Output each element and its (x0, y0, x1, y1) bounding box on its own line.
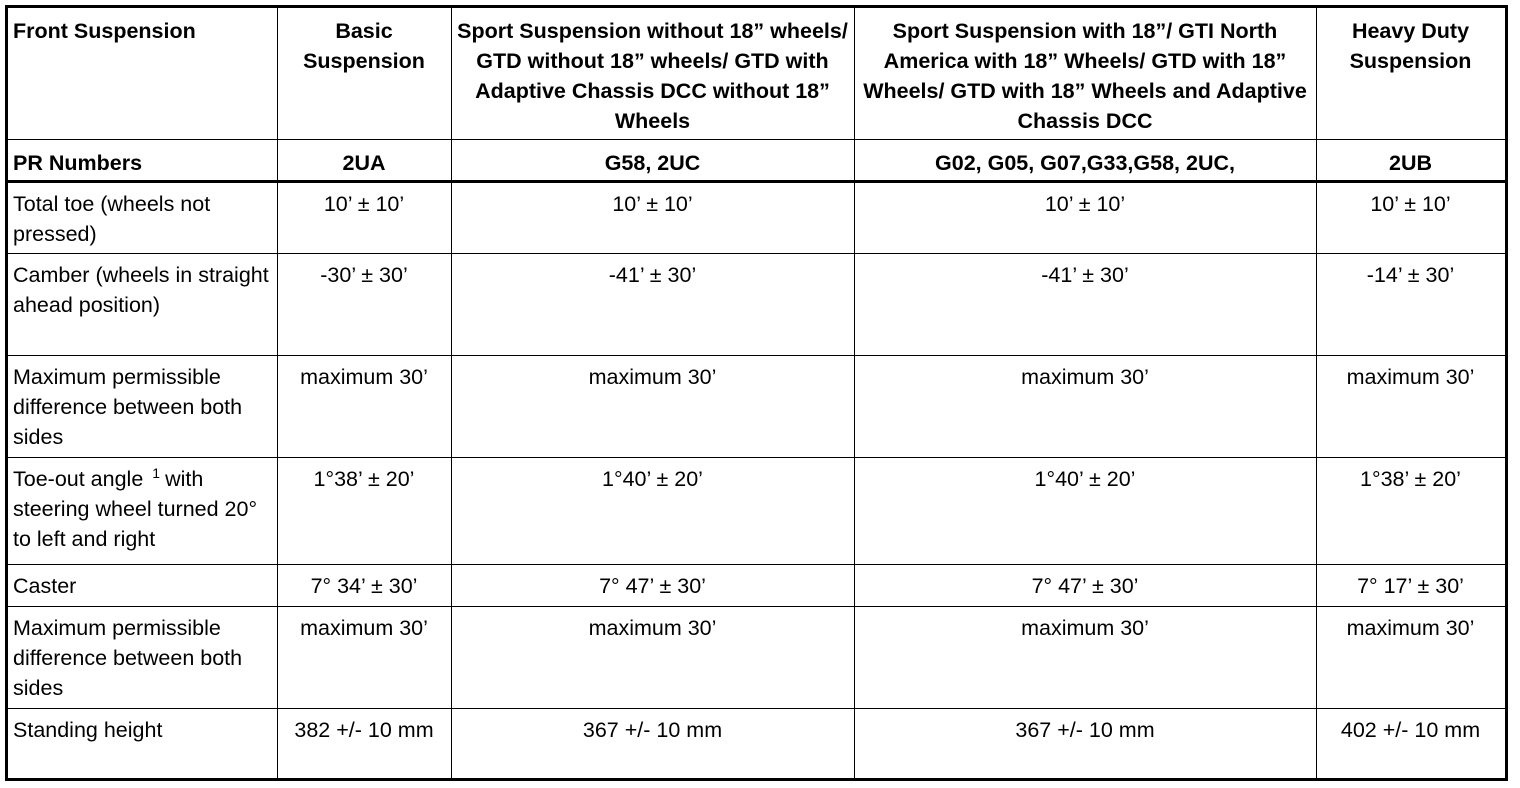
spec-row: Maximum permissible difference between b… (6, 606, 1507, 709)
spec-row: Camber (wheels in straight ahead positio… (6, 253, 1507, 356)
value-cell: maximum 30’ (451, 355, 855, 458)
spec-row: Standing height 382 +/- 10 mm 367 +/- 10 m… (6, 708, 1507, 780)
value-cell: maximum 30’ (1316, 355, 1507, 458)
value-cell: maximum 30’ (277, 355, 452, 458)
value-cell: 1°40’ ± 20’ (451, 457, 855, 565)
spec-row: Total toe (wheels not pressed) 10’ ± 10’ 1… (6, 181, 1507, 254)
value-cell: 1°38’ ± 20’ (277, 457, 452, 565)
value-cell: 367 +/- 10 mm (451, 708, 855, 780)
row-label-cell: Caster (6, 564, 278, 607)
value-cell: maximum 30’ (854, 355, 1317, 458)
value-cell: -41’ ± 30’ (451, 253, 855, 356)
spec-row: Caster 7° 34’ ± 30’ 7° 47’ ± 30’ 7° 47’ ± 3… (6, 564, 1507, 607)
footnote-marker: 1 (152, 465, 161, 481)
row-label-cell: Maximum permissible difference between b… (6, 355, 278, 458)
value-cell: 10’ ± 10’ (854, 181, 1317, 254)
value-cell: 382 +/- 10 mm (277, 708, 452, 780)
cell-text: with steering wheel turned 20° to left a… (13, 467, 258, 551)
value-cell: 402 +/- 10 mm (1316, 708, 1507, 780)
value-cell: 10’ ± 10’ (277, 181, 452, 254)
row-label-cell: Maximum permissible difference between b… (6, 606, 278, 709)
row-label-cell: Toe-out angle 1 with steering wheel turned… (6, 457, 278, 565)
header-cell: Basic Suspension (277, 6, 452, 140)
row-label-cell: Standing height (6, 708, 278, 780)
header-row: Front Suspension Basic Suspension Sport Su… (6, 6, 1507, 140)
row-label-cell: Total toe (wheels not pressed) (6, 181, 278, 254)
value-cell: -41’ ± 30’ (854, 253, 1317, 356)
value-cell: 10’ ± 10’ (1316, 181, 1507, 254)
value-cell: maximum 30’ (854, 606, 1317, 709)
value-cell: 2UB (1316, 139, 1507, 183)
value-cell: 1°40’ ± 20’ (854, 457, 1317, 565)
header-cell: Sport Suspension without 18” wheels/ GTD… (451, 6, 855, 140)
value-cell: G02, G05, G07,G33,G58, 2UC, (854, 139, 1317, 183)
value-cell: maximum 30’ (451, 606, 855, 709)
value-cell: -14’ ± 30’ (1316, 253, 1507, 356)
header-cell: Sport Suspension with 18”/ GTI North Ame… (854, 6, 1317, 140)
value-cell: -30’ ± 30’ (277, 253, 452, 356)
value-cell: maximum 30’ (1316, 606, 1507, 709)
value-cell: maximum 30’ (277, 606, 452, 709)
alignment-table: Front Suspension Basic Suspension Sport Su… (5, 5, 1508, 781)
value-cell: 7° 17’ ± 30’ (1316, 564, 1507, 607)
row-label-cell: Camber (wheels in straight ahead positio… (6, 253, 278, 356)
spec-row: Toe-out angle 1 with steering wheel turned… (6, 457, 1507, 565)
cell-text: Toe-out angle (13, 467, 144, 491)
value-cell: 10’ ± 10’ (451, 181, 855, 254)
value-cell: 1°38’ ± 20’ (1316, 457, 1507, 565)
value-cell: 2UA (277, 139, 452, 183)
spec-row: Maximum permissible difference between b… (6, 355, 1507, 458)
header-cell: Front Suspension (6, 6, 278, 140)
value-cell: 7° 34’ ± 30’ (277, 564, 452, 607)
value-cell: 367 +/- 10 mm (854, 708, 1317, 780)
row-label-cell: PR Numbers (6, 139, 278, 183)
header-cell: Heavy Duty Suspension (1316, 6, 1507, 140)
value-cell: 7° 47’ ± 30’ (854, 564, 1317, 607)
pr-numbers-row: PR Numbers 2UA G58, 2UC G02, G05, G07,G33,G… (6, 139, 1507, 183)
value-cell: 7° 47’ ± 30’ (451, 564, 855, 607)
value-cell: G58, 2UC (451, 139, 855, 183)
